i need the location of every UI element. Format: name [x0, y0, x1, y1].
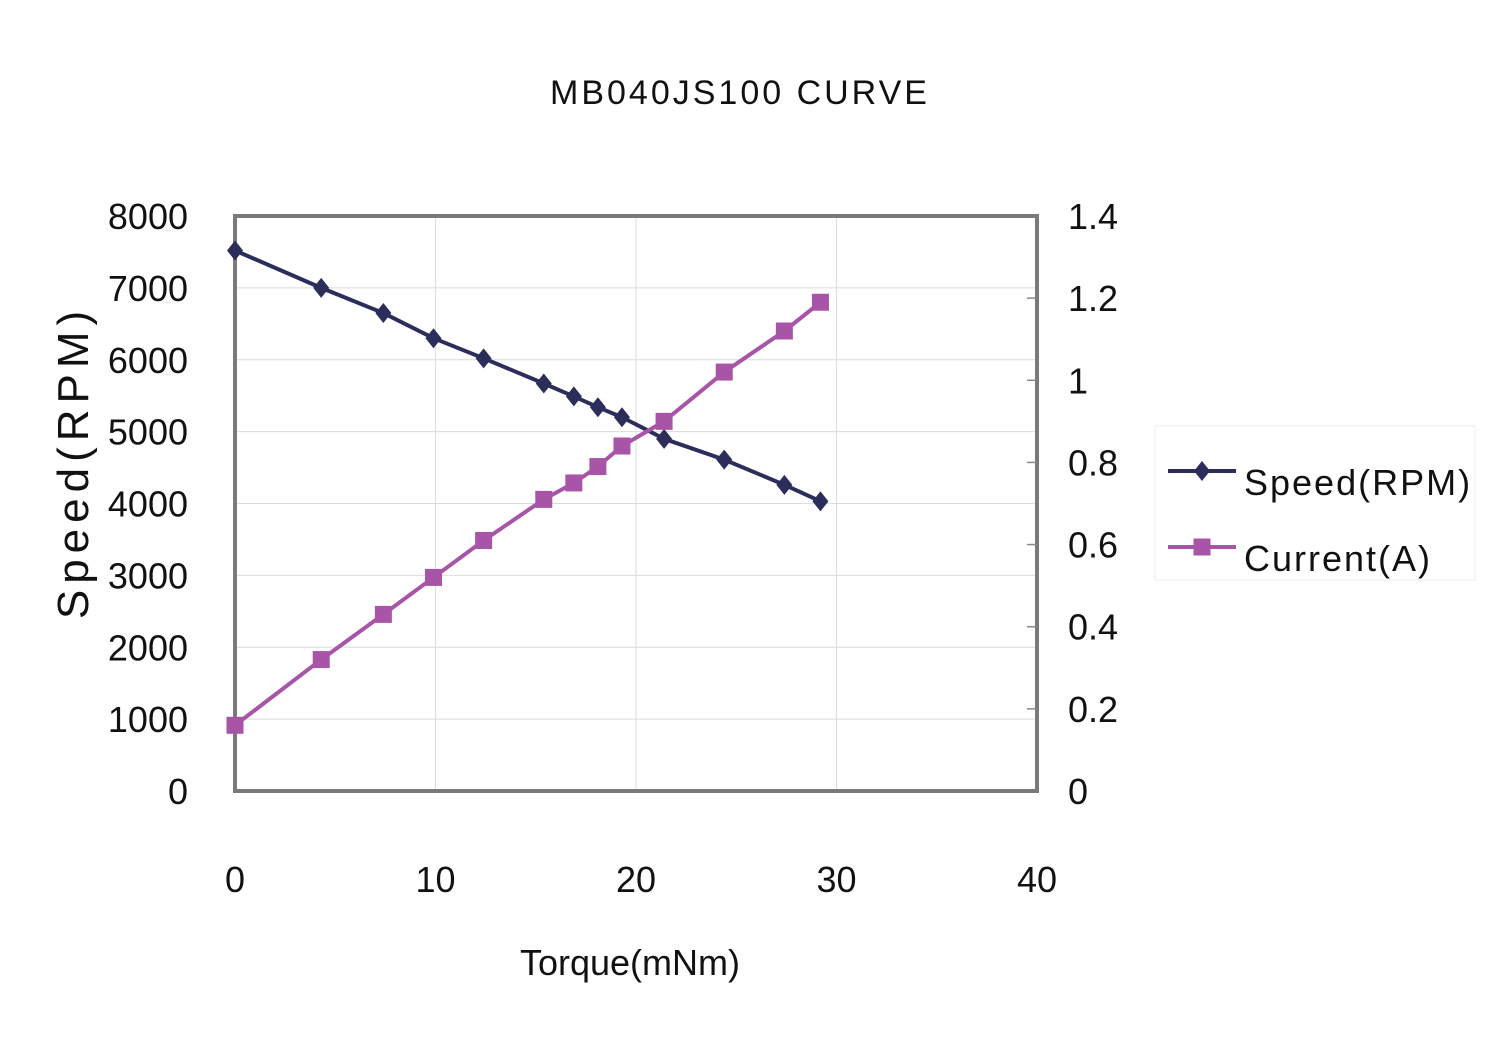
legend-label: Speed(RPM) [1244, 462, 1472, 503]
data-point-diamond [313, 277, 330, 298]
series-layer [226, 240, 829, 734]
legend-label: Current(A) [1244, 538, 1432, 579]
data-point-diamond [375, 303, 392, 324]
data-point-square [811, 293, 829, 311]
x-tick-label: 20 [616, 859, 656, 900]
y-tick-label: 0 [168, 771, 188, 812]
y2-tick-label: 0.6 [1068, 525, 1118, 566]
data-point-square [312, 651, 330, 669]
data-point-square [535, 490, 553, 508]
data-point-diamond [475, 348, 492, 369]
y-tick-label: 7000 [108, 268, 188, 309]
y2-tick-label: 0.2 [1068, 689, 1118, 730]
data-point-square [613, 437, 631, 455]
data-point-diamond [589, 397, 606, 418]
y2-tick-label: 0.8 [1068, 442, 1118, 483]
left-axis-tick-labels: 0 1000 2000 3000 4000 5000 6000 7000 8000 [108, 196, 188, 812]
y-tick-label: 2000 [108, 627, 188, 668]
x-tick-label: 0 [225, 859, 245, 900]
legend-entry: Speed(RPM) [1168, 461, 1472, 503]
data-point-square [475, 531, 493, 549]
data-point-square [1193, 538, 1211, 556]
data-point-diamond [776, 474, 793, 495]
y-tick-label: 3000 [108, 555, 188, 596]
y2-tick-label: 0.4 [1068, 607, 1118, 648]
data-point-diamond [565, 386, 582, 407]
legend: Speed(RPM) Current(A) [1154, 425, 1476, 581]
chart-title: MB040JS100 CURVE [550, 74, 930, 112]
data-point-square [374, 605, 392, 623]
y-axis-label: Speed(RPM) [49, 305, 98, 619]
plot-frame [233, 214, 1039, 793]
data-point-square [589, 458, 607, 476]
data-point-diamond [613, 407, 630, 428]
x-tick-label: 10 [415, 859, 455, 900]
data-point-square [775, 322, 793, 340]
series-current [226, 293, 829, 734]
x-axis-tick-labels: 0 10 20 30 40 [225, 859, 1057, 900]
y2-tick-label: 1.2 [1068, 278, 1118, 319]
right-axis-tick-labels: 0 0.2 0.4 0.6 0.8 1 1.2 1.4 [1068, 196, 1118, 812]
y-tick-label: 8000 [108, 196, 188, 237]
y-tick-label: 1000 [108, 699, 188, 740]
data-point-diamond [227, 240, 243, 261]
legend-entry: Current(A) [1168, 538, 1432, 579]
y2-tick-label: 1.4 [1068, 196, 1118, 237]
data-point-square [424, 568, 442, 586]
right-axis-ticks [1027, 297, 1037, 710]
data-point-diamond [716, 449, 733, 470]
y-tick-label: 6000 [108, 340, 188, 381]
data-point-square [226, 716, 244, 734]
data-point-diamond [656, 428, 673, 449]
data-point-square [565, 474, 583, 492]
data-point-diamond [535, 373, 552, 394]
y2-tick-label: 1 [1068, 360, 1088, 401]
y2-tick-label: 0 [1068, 771, 1088, 812]
data-point-diamond [812, 491, 829, 512]
data-point-diamond [1194, 461, 1210, 481]
series-speed [227, 240, 829, 512]
x-tick-label: 30 [816, 859, 856, 900]
data-point-square [715, 363, 733, 381]
x-tick-label: 40 [1017, 859, 1057, 900]
legend-entries: Speed(RPM) Current(A) [1168, 461, 1472, 579]
grid [235, 216, 1037, 791]
y-tick-label: 5000 [108, 412, 188, 453]
data-point-diamond [425, 328, 442, 349]
x-axis-label: Torque(mNm) [520, 942, 740, 983]
y-tick-label: 4000 [108, 484, 188, 525]
data-point-square [655, 412, 673, 430]
